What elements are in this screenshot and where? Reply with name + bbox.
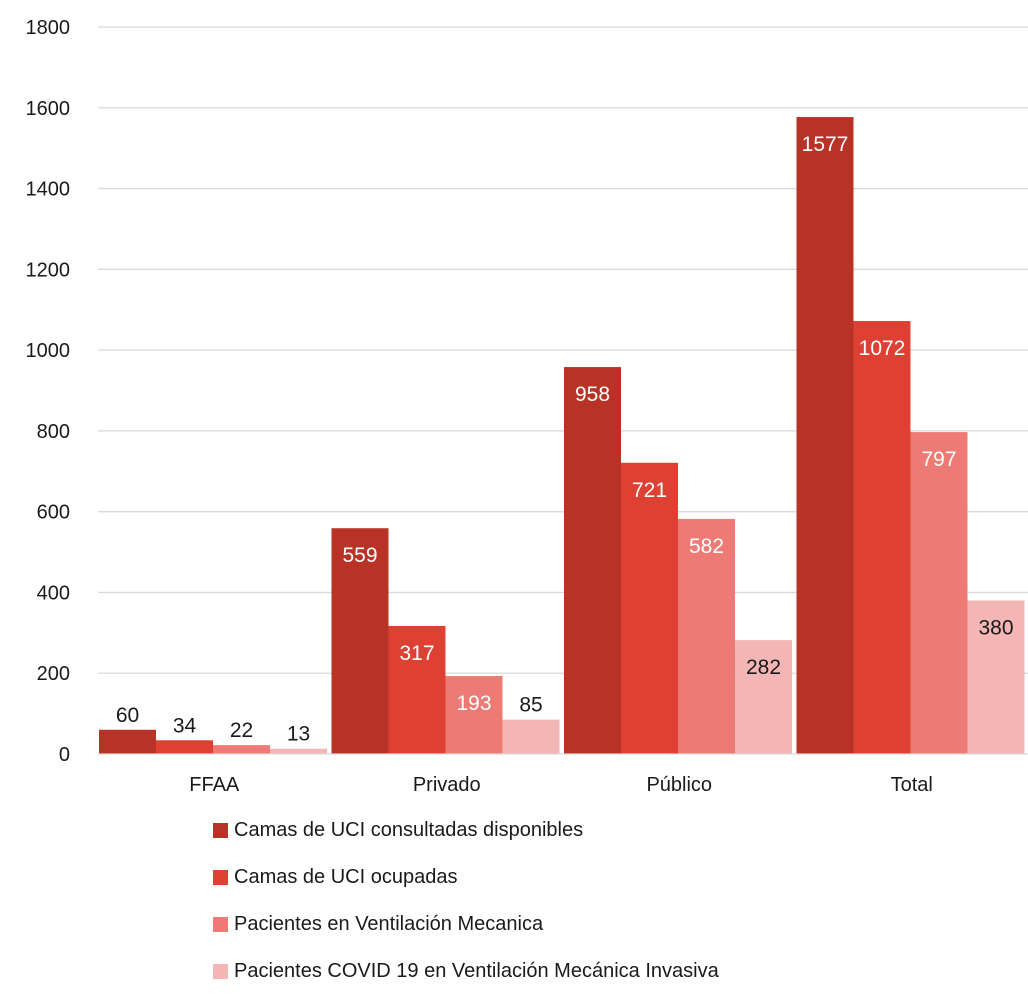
bar — [388, 625, 446, 754]
y-tick-label: 1200 — [26, 259, 71, 281]
data-label: 958 — [575, 383, 610, 406]
x-tick-label: FFAA — [189, 774, 240, 796]
legend-item: Camas de UCI consultadas disponibles — [213, 818, 719, 841]
bar — [796, 117, 854, 755]
y-tick-label: 1800 — [26, 17, 71, 39]
data-label: 559 — [342, 544, 377, 567]
legend-swatch — [213, 869, 228, 885]
bar — [678, 518, 735, 754]
legend-item: Camas de UCI ocupadas — [213, 865, 719, 888]
x-tick-label: Total — [891, 774, 933, 796]
gridlines — [98, 26, 1028, 674]
data-labels: 60 34 22 13 559 317 193 85 958 721 582 282 1577 1072 7… — [116, 133, 1014, 746]
bar-chart: 0 200 400 600 800 1000 1200 1400 1600 1800 60 34 22… — [26, 17, 1028, 796]
data-label: 1577 — [802, 133, 849, 156]
data-label: 60 — [116, 704, 139, 727]
data-label: 582 — [689, 535, 724, 558]
y-tick-label: 800 — [37, 421, 70, 443]
bar — [331, 528, 389, 754]
x-tick-label: Privado — [413, 774, 481, 796]
bar — [213, 745, 270, 754]
bar — [270, 748, 327, 754]
legend-item: Pacientes en Ventilación Mecanica — [213, 912, 719, 935]
data-label: 317 — [399, 642, 434, 665]
data-label: 193 — [456, 692, 491, 715]
bars — [99, 117, 1025, 755]
bar — [853, 321, 911, 754]
legend-label: Camas de UCI consultadas disponibles — [234, 818, 584, 841]
bar — [621, 462, 678, 754]
data-label: 34 — [173, 714, 197, 737]
y-tick-label: 600 — [37, 502, 70, 524]
bar — [564, 367, 621, 754]
bar — [99, 729, 156, 754]
y-tick-label: 0 — [59, 744, 70, 766]
data-label: 22 — [230, 719, 253, 742]
legend-label: Camas de UCI ocupadas — [234, 865, 458, 888]
legend-label: Pacientes COVID 19 en Ventilación Mecáni… — [234, 959, 719, 982]
data-label: 1072 — [859, 337, 906, 360]
bar — [445, 676, 503, 754]
legend-label: Pacientes en Ventilación Mecanica — [234, 912, 544, 935]
bar — [910, 432, 968, 754]
legend-swatch — [213, 916, 228, 932]
x-axis-ticks: FFAA Privado Público Total — [189, 774, 933, 796]
data-label: 85 — [519, 694, 542, 717]
y-tick-label: 1400 — [26, 179, 71, 201]
y-axis-ticks: 0 200 400 600 800 1000 1200 1400 1600 1800 — [26, 17, 71, 766]
y-tick-label: 1000 — [26, 340, 71, 362]
legend-item: Pacientes COVID 19 en Ventilación Mecáni… — [213, 959, 719, 982]
data-label: 282 — [746, 656, 781, 679]
data-label: 797 — [921, 448, 956, 471]
bar — [735, 640, 792, 754]
data-label: 13 — [287, 723, 310, 746]
legend-swatch — [213, 963, 228, 979]
bar — [502, 719, 560, 754]
y-tick-label: 400 — [37, 582, 70, 604]
x-tick-label: Público — [646, 774, 712, 796]
data-label: 721 — [632, 479, 667, 502]
legend-swatch — [213, 822, 228, 838]
bar — [967, 600, 1025, 754]
y-tick-label: 200 — [37, 663, 70, 685]
y-tick-label: 1600 — [26, 98, 71, 120]
legend: Camas de UCI consultadas disponibles Cama… — [213, 818, 719, 1008]
data-label: 380 — [978, 617, 1013, 640]
bar — [156, 740, 213, 754]
